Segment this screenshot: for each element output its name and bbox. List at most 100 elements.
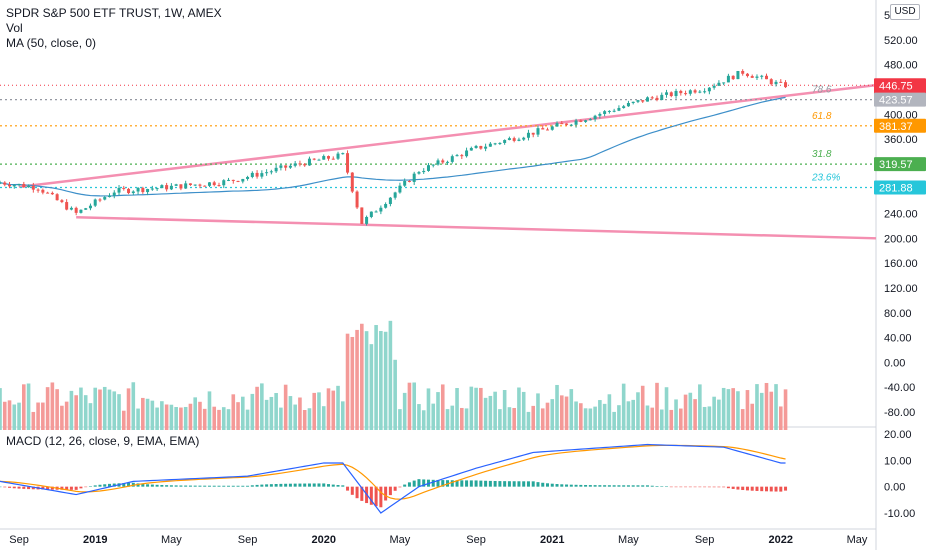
volume-bar	[117, 394, 121, 430]
candle	[603, 111, 607, 114]
volume-bar	[145, 398, 150, 430]
macd-histogram-bar	[488, 480, 492, 487]
candle	[84, 208, 88, 210]
macd-histogram-bar	[560, 484, 564, 487]
time-axis-tick: Sep	[695, 534, 715, 546]
volume-bar	[169, 404, 174, 430]
candle	[436, 160, 440, 165]
macd-histogram-bar	[184, 485, 188, 487]
volume-bar	[564, 396, 569, 430]
volume-bar	[260, 383, 264, 430]
macd-histogram-bar	[241, 485, 245, 487]
macd-histogram-bar	[298, 483, 302, 487]
macd-histogram-bar	[431, 479, 435, 487]
macd-histogram-bar	[460, 480, 464, 487]
macd-axis-tick: 0.00	[884, 482, 905, 494]
macd-histogram-bar	[393, 486, 397, 491]
volume-bar	[512, 407, 516, 430]
volume-bar	[188, 403, 193, 430]
candle	[331, 158, 335, 160]
macd-histogram-bar	[688, 486, 692, 488]
volume-bar	[483, 397, 488, 430]
candle	[560, 123, 564, 125]
volume-bar	[22, 384, 26, 430]
candle	[207, 182, 211, 186]
volume-bar	[279, 407, 283, 430]
candle	[531, 132, 535, 135]
price-axis-tick: -40.00	[884, 382, 915, 394]
volume-bar	[250, 393, 255, 430]
macd-histogram-bar	[507, 481, 511, 487]
candle	[536, 128, 540, 135]
macd-histogram-bar	[22, 486, 26, 489]
volume-bar	[226, 409, 231, 430]
volume-bar	[298, 397, 302, 430]
candle	[469, 147, 473, 151]
fib-level-label: 61.8	[812, 111, 832, 122]
candle	[517, 139, 521, 141]
volume-bar	[764, 382, 769, 430]
macd-histogram-bar	[317, 483, 321, 487]
macd-histogram-bar	[465, 480, 469, 487]
candle	[141, 187, 145, 193]
volume-bar	[612, 411, 616, 430]
volume-bar	[479, 387, 483, 430]
macd-histogram-bar	[407, 482, 411, 487]
candle	[317, 159, 321, 161]
macd-histogram-bar	[417, 479, 421, 487]
candle	[307, 158, 311, 166]
volume-bar	[36, 402, 40, 430]
volume-bar	[407, 382, 412, 430]
macd-histogram-bar	[341, 485, 345, 487]
macd-histogram-bar	[693, 486, 697, 488]
macd-histogram-bar	[374, 486, 378, 507]
macd-histogram-bar	[127, 482, 131, 487]
volume-bar	[745, 390, 750, 430]
macd-histogram-bar	[331, 484, 335, 487]
volume-bar	[736, 391, 740, 430]
candle	[693, 90, 697, 93]
candle	[288, 165, 292, 168]
candle	[588, 119, 592, 121]
macd-histogram-bar	[288, 483, 292, 487]
macd-histogram-bar	[707, 486, 711, 488]
currency-button[interactable]: USD	[890, 4, 920, 20]
macd-histogram-bar	[484, 480, 488, 487]
macd-histogram-bar	[41, 486, 45, 490]
candle	[88, 205, 92, 209]
candle	[212, 182, 216, 186]
macd-histogram-bar	[698, 486, 702, 488]
macd-histogram-bar	[179, 485, 183, 487]
macd-histogram-bar	[422, 479, 426, 487]
candle	[36, 189, 40, 191]
candle	[669, 92, 673, 97]
candle	[246, 176, 250, 179]
volume-bar	[383, 331, 388, 430]
macd-histogram-bar	[169, 485, 173, 487]
candle	[665, 92, 669, 95]
macd-histogram-bar	[17, 486, 21, 489]
macd-histogram-bar	[312, 483, 316, 487]
macd-histogram-bar	[231, 485, 235, 487]
time-axis-tick: May	[847, 534, 868, 546]
candle	[484, 146, 488, 149]
macd-histogram-bar	[46, 486, 50, 490]
macd-histogram-bar	[769, 486, 773, 492]
volume-bar	[136, 408, 140, 430]
candle	[269, 171, 273, 173]
candle	[422, 170, 426, 173]
volume-bar	[236, 402, 240, 430]
macd-histogram-bar	[750, 486, 754, 491]
volume-bar	[121, 410, 126, 430]
volume-bar	[221, 407, 226, 430]
candle	[31, 185, 35, 190]
macd-histogram-bar	[50, 486, 54, 490]
candle	[384, 204, 388, 208]
candle	[479, 145, 483, 149]
volume-bar	[507, 407, 512, 430]
price-axis-label	[874, 180, 926, 195]
volume-bar	[160, 401, 164, 430]
macd-histogram-bar	[269, 484, 273, 487]
macd-histogram-bar	[8, 486, 12, 488]
